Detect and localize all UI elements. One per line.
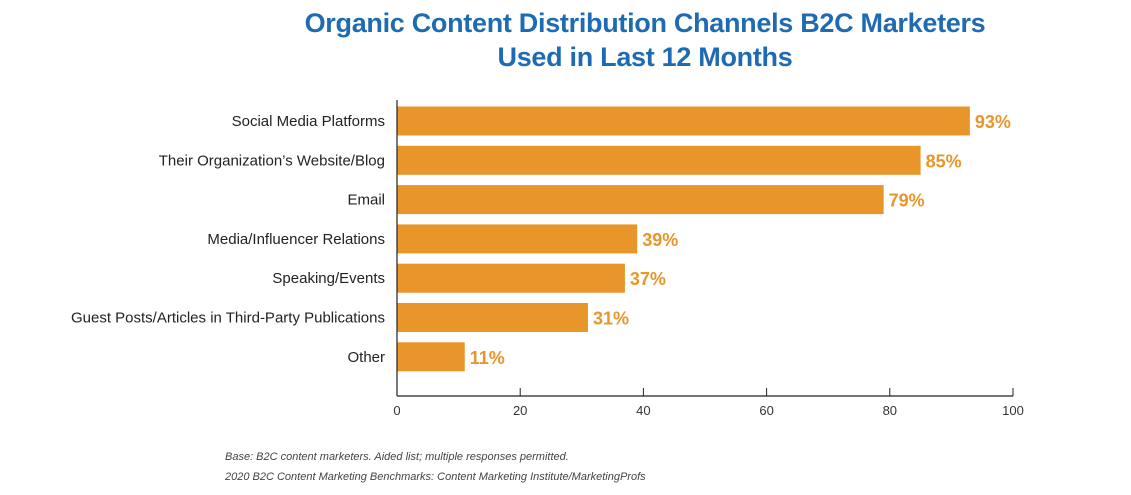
data-label: 31% [593, 309, 629, 329]
x-tick-label: 40 [636, 403, 650, 418]
category-label: Speaking/Events [272, 270, 385, 287]
data-label: 37% [630, 269, 666, 289]
data-label: 85% [926, 151, 962, 171]
bar [397, 342, 465, 372]
x-tick-label: 80 [883, 403, 897, 418]
category-label: Guest Posts/Articles in Third-Party Publ… [71, 310, 385, 327]
category-label: Other [347, 349, 385, 366]
bar [397, 224, 638, 254]
x-tick-label: 100 [1002, 403, 1024, 418]
x-tick-label: 60 [759, 403, 773, 418]
category-label: Their Organization’s Website/Blog [159, 152, 385, 169]
data-label: 11% [470, 348, 505, 368]
bar [397, 263, 625, 293]
bar [397, 185, 884, 215]
footnote-base: Base: B2C content marketers. Aided list;… [225, 451, 569, 463]
bar [397, 303, 588, 332]
chart-title-line-2: Used in Last 12 Months [497, 42, 793, 72]
data-label: 93% [975, 112, 1011, 132]
chart-title-line-1: Organic Content Distribution Channels B2… [304, 8, 986, 38]
data-label: 39% [642, 230, 678, 250]
x-tick-label: 0 [393, 403, 400, 418]
x-tick-label: 20 [513, 403, 527, 418]
category-label: Media/Influencer Relations [207, 231, 385, 248]
category-label: Social Media Platforms [232, 113, 385, 130]
data-label: 79% [889, 191, 925, 211]
chart-title: Organic Content Distribution Channels B2… [200, 6, 1090, 74]
footnote-source: 2020 B2C Content Marketing Benchmarks: C… [225, 471, 646, 483]
bar [397, 106, 970, 136]
bar [397, 145, 921, 175]
category-label: Email [347, 192, 385, 209]
